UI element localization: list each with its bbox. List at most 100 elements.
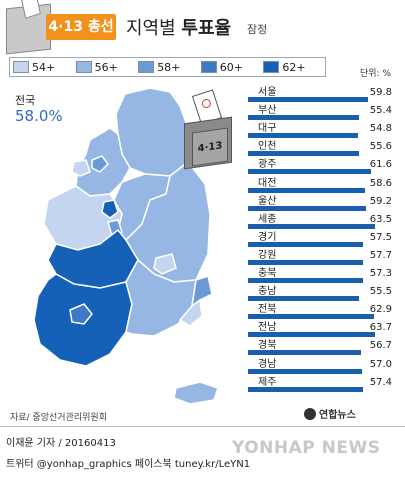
- ballot-box-illustration: 4·13: [178, 89, 238, 170]
- bar-11: [248, 296, 359, 302]
- legend-swatch-2: [138, 61, 155, 73]
- unit-label: 단위: %: [360, 69, 392, 79]
- bar-label-1: 부산: [258, 105, 277, 117]
- bar-value-11: 55.5: [369, 286, 392, 298]
- bar-16: [248, 386, 363, 392]
- bar-row-2: 대구 54.8: [248, 122, 398, 139]
- legend: 54+ 56+ 58+ 60+ 62+: [9, 57, 326, 77]
- bar-value-5: 58.6: [369, 177, 392, 189]
- bar-label-8: 경기: [258, 231, 277, 243]
- legend-swatch-4: [263, 61, 280, 73]
- bar-row-10: 충북 57.3: [248, 267, 398, 283]
- bar-label-0: 서울: [258, 87, 277, 98]
- national-label: 전국: [15, 94, 36, 107]
- bar-value-0: 59.8: [369, 87, 392, 98]
- bar-10: [248, 278, 363, 283]
- bar-7: [248, 223, 375, 229]
- bar-13: [248, 332, 376, 338]
- bar-value-16: 57.4: [369, 376, 392, 388]
- bar-label-15: 경남: [258, 358, 277, 370]
- bar-8: [248, 241, 363, 247]
- bar-4: [248, 169, 372, 175]
- region-seoul: [91, 155, 109, 173]
- bar-row-14: 경북 56.7: [248, 339, 398, 356]
- bar-9: [248, 259, 364, 265]
- legend-item-3: 60+: [200, 60, 260, 74]
- legend-label-2: 58+: [157, 60, 181, 74]
- bar-3: [248, 151, 360, 157]
- title-plain: 지역별: [126, 18, 176, 39]
- title-bold: 투표율: [181, 18, 232, 39]
- yonhap-logo: 연합뉴스: [304, 406, 356, 421]
- region-sejong: [101, 199, 119, 219]
- bar-label-9: 강원: [258, 249, 277, 261]
- page-title: 지역별 투표율: [126, 14, 231, 40]
- bar-14: [248, 350, 362, 356]
- bar-value-2: 54.8: [369, 123, 392, 135]
- bar-row-13: 전남 63.7: [248, 321, 398, 338]
- bar-label-10: 충북: [258, 268, 277, 279]
- legend-swatch-1: [75, 61, 92, 73]
- bar-row-8: 경기 57.5: [248, 231, 398, 247]
- bar-1: [248, 115, 359, 121]
- legend-item-1: 56+: [75, 60, 135, 74]
- bar-2: [248, 133, 358, 139]
- legend-label-1: 56+: [94, 60, 118, 74]
- region-ulsan: [190, 275, 213, 308]
- bar-value-3: 55.6: [369, 141, 392, 153]
- bar-value-9: 57.7: [369, 249, 392, 261]
- bar-label-4: 광주: [258, 159, 277, 171]
- yonhap-logo-icon: [304, 407, 316, 420]
- bar-12: [248, 314, 374, 320]
- watermark: YONHAP NEWS: [232, 438, 381, 458]
- bar-value-7: 63.5: [369, 213, 392, 225]
- region-incheon: [71, 159, 91, 177]
- bar-row-12: 전북 62.9: [248, 303, 398, 320]
- region-chungnam: [43, 185, 123, 251]
- bar-6: [248, 205, 367, 211]
- bar-label-14: 경북: [258, 340, 277, 352]
- bar-15: [248, 368, 362, 374]
- bar-row-3: 인천 55.6: [248, 140, 398, 157]
- bar-value-4: 61.6: [369, 159, 392, 171]
- region-gwangju: [69, 303, 93, 325]
- legend-label-4: 62+: [282, 60, 306, 74]
- election-badge: 4·13 총선: [46, 14, 116, 40]
- ballot-box-label: 4·13: [192, 127, 228, 167]
- legend-label-0: 54+: [32, 60, 56, 74]
- legend-item-0: 54+: [13, 60, 72, 74]
- bar-value-1: 55.4: [369, 105, 392, 117]
- bar-label-12: 전북: [258, 304, 277, 316]
- bar-value-10: 57.3: [369, 268, 392, 279]
- legend-swatch-0: [13, 61, 29, 73]
- bar-label-2: 대구: [258, 123, 277, 135]
- legend-item-2: 58+: [138, 60, 197, 74]
- bar-value-13: 63.7: [369, 322, 392, 334]
- bar-value-15: 57.0: [369, 358, 392, 370]
- legend-label-3: 60+: [219, 60, 243, 74]
- region-jeju: [173, 381, 219, 405]
- bar-value-6: 59.2: [369, 195, 392, 207]
- social-credit: 트위터 @yonhap_graphics 페이스북 tuney.kr/LeYN1: [6, 459, 251, 470]
- subtitle: 잠정: [247, 23, 268, 36]
- ballot-box-icon: [6, 0, 51, 55]
- bar-value-12: 62.9: [369, 304, 392, 316]
- region-busan: [178, 298, 203, 327]
- bar-row-7: 세종 63.5: [248, 213, 398, 229]
- bar-row-6: 울산 59.2: [248, 195, 398, 211]
- region-daegu: [153, 253, 177, 275]
- bar-row-11: 충남 55.5: [248, 285, 398, 302]
- bar-label-11: 충남: [258, 286, 277, 298]
- bar-row-1: 부산 55.4: [248, 104, 398, 121]
- bar-label-7: 세종: [258, 213, 277, 225]
- reporter-credit: 이재윤 기자 / 20160413: [6, 438, 116, 449]
- korea-map: [33, 87, 219, 405]
- national-value: 58.0%: [15, 107, 63, 125]
- source-note: 자료/ 중앙선거관리위원회: [10, 413, 107, 423]
- bar-row-0: 서울 59.8: [248, 86, 398, 102]
- bar-label-6: 울산: [258, 195, 277, 207]
- infographic: 4·13 총선 지역별 투표율 잠정 54+ 56+ 58+ 60+ 62+ 단…: [0, 0, 405, 427]
- bar-row-16: 제주 57.4: [248, 376, 398, 392]
- bar-label-5: 대전: [258, 177, 277, 189]
- bar-label-13: 전남: [258, 322, 277, 334]
